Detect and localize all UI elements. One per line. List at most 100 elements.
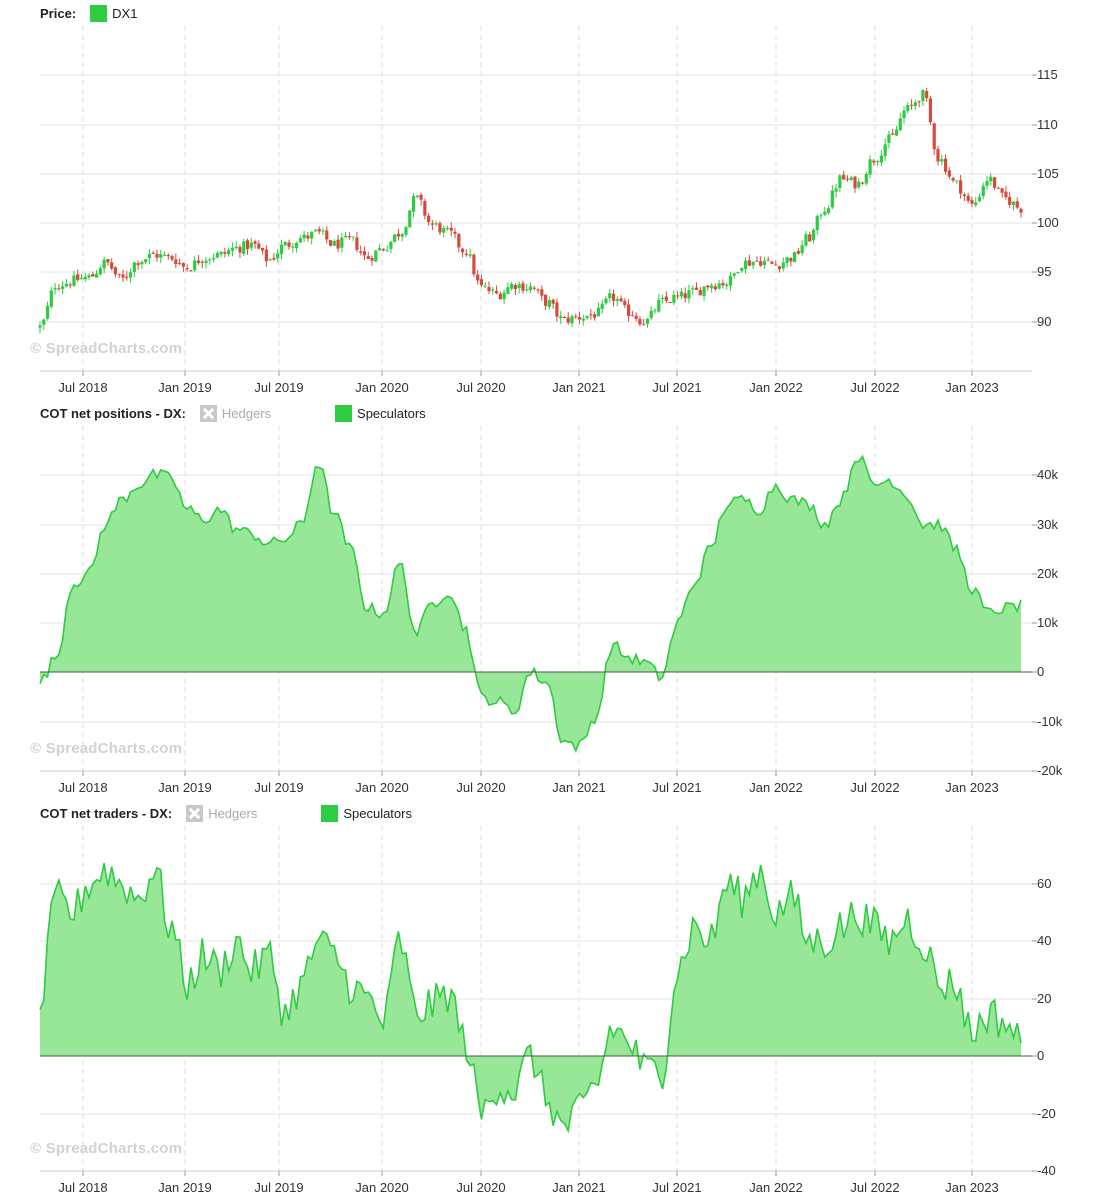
y-tick-label: 0 bbox=[1037, 1048, 1044, 1063]
candle bbox=[253, 239, 257, 249]
x-tick-label: Jan 2021 bbox=[552, 780, 606, 795]
candle bbox=[61, 280, 65, 295]
candle bbox=[1004, 186, 1008, 200]
candle bbox=[955, 180, 959, 185]
candle bbox=[604, 296, 608, 305]
candle bbox=[79, 273, 84, 280]
candle bbox=[366, 251, 370, 260]
candle bbox=[627, 299, 631, 322]
candle bbox=[694, 282, 699, 290]
candle bbox=[162, 251, 167, 257]
x-tick-label: Jul 2018 bbox=[58, 380, 107, 395]
candle bbox=[811, 228, 816, 244]
legend-item-dx1[interactable]: DX1 bbox=[90, 4, 137, 22]
candle bbox=[879, 150, 883, 167]
candle bbox=[525, 283, 529, 292]
candle bbox=[634, 312, 638, 322]
candle bbox=[585, 315, 589, 320]
candle bbox=[868, 155, 872, 179]
candle bbox=[113, 266, 118, 278]
candle bbox=[698, 287, 702, 296]
y-tick-label: 40 bbox=[1037, 933, 1051, 948]
candle bbox=[472, 253, 476, 277]
candle bbox=[147, 249, 152, 265]
candle bbox=[642, 318, 646, 326]
legend-item-hedgers[interactable]: Hedgers bbox=[186, 804, 257, 822]
candle bbox=[638, 316, 642, 327]
y-tick-label: 60 bbox=[1037, 876, 1051, 891]
positions-panel-title: COT net positions - DX: bbox=[40, 405, 186, 421]
candle bbox=[887, 130, 891, 149]
y-tick-label: -20 bbox=[1037, 1106, 1056, 1121]
y-tick-label: 90 bbox=[1037, 314, 1051, 329]
candle bbox=[102, 256, 106, 274]
y-tick-label: 100 bbox=[1037, 215, 1059, 230]
candle bbox=[430, 219, 434, 231]
candle bbox=[125, 270, 129, 281]
candle bbox=[989, 173, 993, 186]
candle bbox=[374, 249, 378, 263]
candle bbox=[340, 233, 344, 253]
candle bbox=[155, 249, 159, 262]
candle bbox=[766, 256, 770, 261]
candle bbox=[234, 241, 238, 250]
candle bbox=[449, 222, 453, 237]
candle bbox=[860, 181, 865, 185]
candle bbox=[491, 286, 495, 295]
legend-item-speculators[interactable]: Speculators bbox=[335, 404, 426, 422]
candle bbox=[411, 193, 416, 218]
speculators-swatch-icon bbox=[335, 404, 353, 422]
price-panel-title: Price: bbox=[40, 5, 77, 21]
candle bbox=[808, 231, 812, 242]
candle bbox=[166, 253, 170, 260]
candle bbox=[174, 253, 178, 269]
legend-item-speculators[interactable]: Speculators bbox=[321, 804, 412, 822]
candle bbox=[842, 170, 846, 180]
candle bbox=[464, 249, 468, 257]
candles bbox=[38, 87, 1023, 334]
candle bbox=[76, 269, 80, 282]
candle bbox=[200, 259, 204, 269]
y-tick-label: 105 bbox=[1037, 166, 1059, 181]
candle bbox=[770, 261, 774, 265]
x-tick-label: Jan 2021 bbox=[552, 380, 606, 395]
candle bbox=[600, 299, 604, 314]
traders-panel: -40 -20 0 20 40 60 Jul 2018 Jan 2019 Jul 2019 Jan… bbox=[0, 800, 1115, 1200]
candle bbox=[566, 312, 570, 325]
candle bbox=[547, 296, 551, 310]
candle bbox=[615, 296, 619, 307]
candle bbox=[543, 294, 548, 310]
candle bbox=[1011, 200, 1016, 211]
candle bbox=[45, 301, 50, 321]
x-tick-label: Jan 2020 bbox=[355, 380, 409, 395]
candle bbox=[321, 227, 325, 235]
candle bbox=[581, 314, 585, 326]
candle bbox=[351, 236, 355, 241]
candle bbox=[193, 256, 197, 273]
candle bbox=[487, 281, 491, 295]
candle bbox=[668, 301, 672, 304]
candle bbox=[389, 241, 393, 254]
candle bbox=[834, 183, 838, 198]
candle bbox=[140, 260, 144, 269]
candle bbox=[494, 285, 499, 295]
candle bbox=[721, 279, 725, 289]
candle bbox=[574, 313, 578, 319]
legend-label-speculators: Speculators bbox=[343, 805, 412, 821]
candle bbox=[781, 257, 785, 272]
candle bbox=[415, 195, 419, 199]
candle bbox=[279, 239, 284, 260]
candle bbox=[223, 248, 227, 258]
x-tick-label: Jan 2019 bbox=[158, 1180, 212, 1195]
dx1-swatch-icon bbox=[90, 4, 108, 22]
x-tick-label: Jan 2019 bbox=[158, 780, 212, 795]
x-tick-label: Jan 2022 bbox=[749, 1180, 803, 1195]
candle bbox=[215, 251, 219, 259]
candle bbox=[385, 245, 389, 252]
legend-item-hedgers[interactable]: Hedgers bbox=[199, 404, 271, 422]
candle bbox=[555, 298, 559, 322]
x-tick-label: Jan 2023 bbox=[945, 1180, 999, 1195]
x-tick-label: Jul 2022 bbox=[850, 1180, 899, 1195]
candle bbox=[532, 285, 536, 291]
candle bbox=[947, 166, 951, 180]
